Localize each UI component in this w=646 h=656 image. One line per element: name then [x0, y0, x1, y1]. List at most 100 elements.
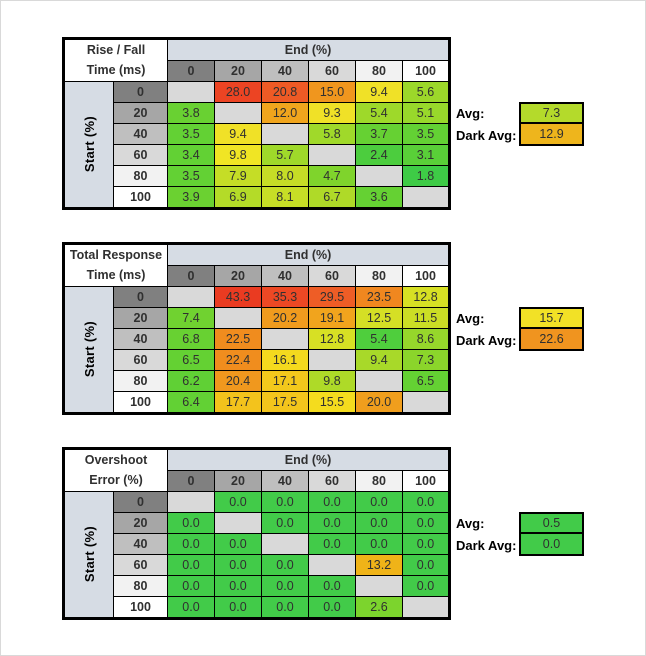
- cell-total-response-time-r80-c0[interactable]: 6.2: [167, 370, 215, 392]
- cell-rise-fall-time-r100-c80[interactable]: 3.6: [355, 186, 403, 209]
- row-header-overshoot-error-20[interactable]: 20: [113, 512, 168, 534]
- cell-overshoot-error-r0-c100[interactable]: 0.0: [402, 491, 450, 513]
- row-header-rise-fall-time-40[interactable]: 40: [113, 123, 168, 145]
- cell-overshoot-error-r0-c60[interactable]: 0.0: [308, 491, 356, 513]
- cell-rise-fall-time-r60-c20[interactable]: 9.8: [214, 144, 262, 166]
- row-header-overshoot-error-80[interactable]: 80: [113, 575, 168, 597]
- cell-rise-fall-time-r0-c40[interactable]: 20.8: [261, 81, 309, 103]
- cell-overshoot-error-r40-c100[interactable]: 0.0: [402, 533, 450, 555]
- cell-rise-fall-time-r20-c0[interactable]: 3.8: [167, 102, 215, 124]
- cell-total-response-time-r0-c40[interactable]: 35.3: [261, 286, 309, 308]
- cell-rise-fall-time-r0-c0-blank[interactable]: [167, 81, 215, 103]
- row-header-total-response-time-0[interactable]: 0: [113, 286, 168, 308]
- cell-rise-fall-time-r60-c80[interactable]: 2.4: [355, 144, 403, 166]
- col-header-rise-fall-time-80[interactable]: 80: [355, 60, 403, 82]
- row-header-total-response-time-40[interactable]: 40: [113, 328, 168, 350]
- row-header-rise-fall-time-0[interactable]: 0: [113, 81, 168, 103]
- cell-total-response-time-r20-c100[interactable]: 11.5: [402, 307, 450, 329]
- cell-overshoot-error-r20-c100[interactable]: 0.0: [402, 512, 450, 534]
- cell-rise-fall-time-r40-c20[interactable]: 9.4: [214, 123, 262, 145]
- cell-total-response-time-r20-c0[interactable]: 7.4: [167, 307, 215, 329]
- col-header-total-response-time-20[interactable]: 20: [214, 265, 262, 287]
- cell-rise-fall-time-r100-c60[interactable]: 6.7: [308, 186, 356, 209]
- cell-overshoot-error-r20-c20-blank[interactable]: [214, 512, 262, 534]
- cell-overshoot-error-r20-c40[interactable]: 0.0: [261, 512, 309, 534]
- col-header-rise-fall-time-40[interactable]: 40: [261, 60, 309, 82]
- cell-overshoot-error-r100-c100-blank[interactable]: [402, 596, 450, 619]
- cell-total-response-time-r80-c20[interactable]: 20.4: [214, 370, 262, 392]
- cell-rise-fall-time-r80-c40[interactable]: 8.0: [261, 165, 309, 187]
- col-header-rise-fall-time-0[interactable]: 0: [167, 60, 215, 82]
- cell-total-response-time-r100-c40[interactable]: 17.5: [261, 391, 309, 414]
- cell-rise-fall-time-r80-c20[interactable]: 7.9: [214, 165, 262, 187]
- cell-overshoot-error-r60-c0[interactable]: 0.0: [167, 554, 215, 576]
- cell-total-response-time-r100-c100-blank[interactable]: [402, 391, 450, 414]
- cell-rise-fall-time-r20-c100[interactable]: 5.1: [402, 102, 450, 124]
- cell-total-response-time-r20-c60[interactable]: 19.1: [308, 307, 356, 329]
- cell-total-response-time-r0-c20[interactable]: 43.3: [214, 286, 262, 308]
- col-header-rise-fall-time-60[interactable]: 60: [308, 60, 356, 82]
- row-header-overshoot-error-60[interactable]: 60: [113, 554, 168, 576]
- cell-overshoot-error-r20-c60[interactable]: 0.0: [308, 512, 356, 534]
- col-header-total-response-time-60[interactable]: 60: [308, 265, 356, 287]
- col-header-rise-fall-time-100[interactable]: 100: [402, 60, 450, 82]
- cell-overshoot-error-r40-c0[interactable]: 0.0: [167, 533, 215, 555]
- row-header-rise-fall-time-80[interactable]: 80: [113, 165, 168, 187]
- cell-overshoot-error-r60-c40[interactable]: 0.0: [261, 554, 309, 576]
- cell-total-response-time-r60-c100[interactable]: 7.3: [402, 349, 450, 371]
- col-header-total-response-time-80[interactable]: 80: [355, 265, 403, 287]
- row-header-overshoot-error-100[interactable]: 100: [113, 596, 168, 619]
- avg-value-cell[interactable]: 7.3: [519, 102, 584, 124]
- cell-total-response-time-r80-c60[interactable]: 9.8: [308, 370, 356, 392]
- cell-rise-fall-time-r0-c100[interactable]: 5.6: [402, 81, 450, 103]
- cell-total-response-time-r60-c60-blank[interactable]: [308, 349, 356, 371]
- cell-rise-fall-time-r100-c40[interactable]: 8.1: [261, 186, 309, 209]
- col-header-overshoot-error-80[interactable]: 80: [355, 470, 403, 492]
- cell-rise-fall-time-r40-c60[interactable]: 5.8: [308, 123, 356, 145]
- cell-overshoot-error-r0-c80[interactable]: 0.0: [355, 491, 403, 513]
- row-header-rise-fall-time-60[interactable]: 60: [113, 144, 168, 166]
- col-header-rise-fall-time-20[interactable]: 20: [214, 60, 262, 82]
- cell-total-response-time-r100-c80[interactable]: 20.0: [355, 391, 403, 414]
- cell-rise-fall-time-r0-c20[interactable]: 28.0: [214, 81, 262, 103]
- cell-rise-fall-time-r40-c80[interactable]: 3.7: [355, 123, 403, 145]
- row-header-overshoot-error-40[interactable]: 40: [113, 533, 168, 555]
- row-header-total-response-time-80[interactable]: 80: [113, 370, 168, 392]
- dark-avg-value-cell[interactable]: 22.6: [519, 327, 584, 351]
- dark-avg-value-cell[interactable]: 12.9: [519, 122, 584, 146]
- col-header-overshoot-error-60[interactable]: 60: [308, 470, 356, 492]
- cell-total-response-time-r20-c80[interactable]: 12.5: [355, 307, 403, 329]
- row-header-total-response-time-100[interactable]: 100: [113, 391, 168, 414]
- cell-total-response-time-r40-c20[interactable]: 22.5: [214, 328, 262, 350]
- cell-rise-fall-time-r100-c20[interactable]: 6.9: [214, 186, 262, 209]
- cell-overshoot-error-r100-c60[interactable]: 0.0: [308, 596, 356, 619]
- cell-overshoot-error-r0-c20[interactable]: 0.0: [214, 491, 262, 513]
- row-header-rise-fall-time-20[interactable]: 20: [113, 102, 168, 124]
- cell-total-response-time-r60-c80[interactable]: 9.4: [355, 349, 403, 371]
- cell-total-response-time-r0-c60[interactable]: 29.5: [308, 286, 356, 308]
- col-header-total-response-time-100[interactable]: 100: [402, 265, 450, 287]
- cell-total-response-time-r40-c80[interactable]: 5.4: [355, 328, 403, 350]
- cell-overshoot-error-r20-c80[interactable]: 0.0: [355, 512, 403, 534]
- cell-total-response-time-r40-c60[interactable]: 12.8: [308, 328, 356, 350]
- cell-overshoot-error-r100-c0[interactable]: 0.0: [167, 596, 215, 619]
- cell-total-response-time-r40-c0[interactable]: 6.8: [167, 328, 215, 350]
- cell-rise-fall-time-r80-c80-blank[interactable]: [355, 165, 403, 187]
- cell-total-response-time-r0-c100[interactable]: 12.8: [402, 286, 450, 308]
- cell-rise-fall-time-r20-c40[interactable]: 12.0: [261, 102, 309, 124]
- cell-overshoot-error-r0-c40[interactable]: 0.0: [261, 491, 309, 513]
- cell-total-response-time-r0-c0-blank[interactable]: [167, 286, 215, 308]
- cell-overshoot-error-r40-c40-blank[interactable]: [261, 533, 309, 555]
- cell-total-response-time-r100-c20[interactable]: 17.7: [214, 391, 262, 414]
- cell-overshoot-error-r100-c20[interactable]: 0.0: [214, 596, 262, 619]
- row-header-total-response-time-20[interactable]: 20: [113, 307, 168, 329]
- row-header-overshoot-error-0[interactable]: 0: [113, 491, 168, 513]
- cell-total-response-time-r80-c80-blank[interactable]: [355, 370, 403, 392]
- col-header-overshoot-error-40[interactable]: 40: [261, 470, 309, 492]
- cell-total-response-time-r100-c0[interactable]: 6.4: [167, 391, 215, 414]
- cell-overshoot-error-r40-c60[interactable]: 0.0: [308, 533, 356, 555]
- cell-rise-fall-time-r80-c0[interactable]: 3.5: [167, 165, 215, 187]
- row-header-total-response-time-60[interactable]: 60: [113, 349, 168, 371]
- cell-overshoot-error-r80-c20[interactable]: 0.0: [214, 575, 262, 597]
- cell-overshoot-error-r80-c60[interactable]: 0.0: [308, 575, 356, 597]
